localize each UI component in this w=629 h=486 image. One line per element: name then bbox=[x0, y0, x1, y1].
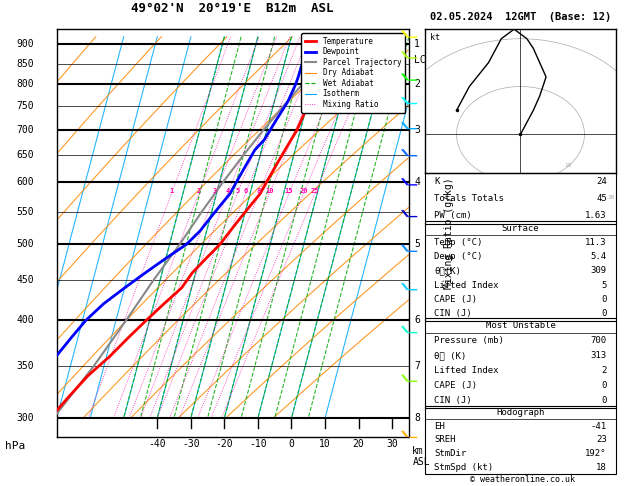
Text: 2: 2 bbox=[414, 79, 420, 89]
Text: 450: 450 bbox=[16, 275, 34, 285]
Text: 5.4: 5.4 bbox=[591, 252, 607, 261]
Text: 850: 850 bbox=[16, 59, 34, 69]
Text: 0: 0 bbox=[601, 381, 607, 390]
Text: 02.05.2024  12GMT  (Base: 12): 02.05.2024 12GMT (Base: 12) bbox=[430, 12, 611, 22]
Text: CIN (J): CIN (J) bbox=[434, 396, 472, 405]
Text: CIN (J): CIN (J) bbox=[434, 309, 472, 318]
Text: 3: 3 bbox=[213, 188, 218, 194]
Text: kt: kt bbox=[430, 34, 440, 42]
Text: -10: -10 bbox=[249, 439, 267, 450]
Text: 800: 800 bbox=[16, 79, 34, 89]
Text: 0: 0 bbox=[289, 439, 294, 450]
Text: Lifted Index: Lifted Index bbox=[434, 281, 499, 290]
Text: hPa: hPa bbox=[4, 441, 25, 451]
Text: 0: 0 bbox=[601, 396, 607, 405]
Text: 30: 30 bbox=[386, 439, 398, 450]
Text: 49°02'N  20°19'E  B12m  ASL: 49°02'N 20°19'E B12m ASL bbox=[131, 2, 334, 15]
Text: 5: 5 bbox=[235, 188, 240, 194]
Text: km
ASL: km ASL bbox=[413, 446, 430, 467]
Text: 1: 1 bbox=[169, 188, 174, 194]
Text: LCL: LCL bbox=[414, 55, 431, 65]
Text: 650: 650 bbox=[16, 150, 34, 160]
Text: 5: 5 bbox=[414, 240, 420, 249]
Text: 10: 10 bbox=[265, 188, 274, 194]
Text: 11.3: 11.3 bbox=[586, 238, 607, 247]
Text: 0: 0 bbox=[601, 309, 607, 318]
Text: 500: 500 bbox=[16, 240, 34, 249]
Text: 20: 20 bbox=[353, 439, 364, 450]
Text: 1: 1 bbox=[414, 39, 420, 49]
Text: 2: 2 bbox=[601, 366, 607, 375]
Text: 15: 15 bbox=[285, 188, 293, 194]
Text: Dewp (°C): Dewp (°C) bbox=[434, 252, 482, 261]
Text: 20: 20 bbox=[299, 188, 308, 194]
Text: 4: 4 bbox=[414, 177, 420, 187]
Text: Surface: Surface bbox=[502, 224, 539, 233]
Text: 313: 313 bbox=[591, 351, 607, 360]
Text: -30: -30 bbox=[182, 439, 199, 450]
Text: 350: 350 bbox=[16, 361, 34, 371]
Text: Mixing Ratio (g/kg): Mixing Ratio (g/kg) bbox=[444, 177, 454, 289]
Text: -20: -20 bbox=[216, 439, 233, 450]
Text: 0: 0 bbox=[601, 295, 607, 304]
Text: 5: 5 bbox=[601, 281, 607, 290]
Legend: Temperature, Dewpoint, Parcel Trajectory, Dry Adiabat, Wet Adiabat, Isotherm, Mi: Temperature, Dewpoint, Parcel Trajectory… bbox=[301, 33, 405, 113]
Text: Totals Totals: Totals Totals bbox=[434, 193, 504, 203]
Text: © weatheronline.co.uk: © weatheronline.co.uk bbox=[470, 474, 574, 484]
Text: Lifted Index: Lifted Index bbox=[434, 366, 499, 375]
Text: 3: 3 bbox=[414, 125, 420, 135]
Text: 10: 10 bbox=[564, 163, 572, 168]
Text: θᴄ(K): θᴄ(K) bbox=[434, 266, 461, 276]
Text: 10: 10 bbox=[319, 439, 331, 450]
Text: 300: 300 bbox=[16, 413, 34, 423]
Text: Temp (°C): Temp (°C) bbox=[434, 238, 482, 247]
Text: CAPE (J): CAPE (J) bbox=[434, 295, 477, 304]
Text: 1.63: 1.63 bbox=[586, 210, 607, 220]
Text: 6: 6 bbox=[243, 188, 248, 194]
Text: 750: 750 bbox=[16, 102, 34, 111]
Text: 2: 2 bbox=[196, 188, 201, 194]
Text: 900: 900 bbox=[16, 39, 34, 49]
Text: 7: 7 bbox=[414, 361, 420, 371]
Text: 18: 18 bbox=[596, 463, 607, 471]
Text: 23: 23 bbox=[596, 435, 607, 444]
Text: StmDir: StmDir bbox=[434, 449, 467, 458]
Text: Hodograph: Hodograph bbox=[496, 408, 545, 417]
Text: 400: 400 bbox=[16, 315, 34, 325]
Text: 6: 6 bbox=[414, 315, 420, 325]
Text: 45: 45 bbox=[596, 193, 607, 203]
Text: Most Unstable: Most Unstable bbox=[486, 321, 555, 330]
Text: 25: 25 bbox=[311, 188, 319, 194]
Text: CAPE (J): CAPE (J) bbox=[434, 381, 477, 390]
Text: PW (cm): PW (cm) bbox=[434, 210, 472, 220]
Text: -40: -40 bbox=[148, 439, 166, 450]
Text: 192°: 192° bbox=[586, 449, 607, 458]
Text: 8: 8 bbox=[257, 188, 261, 194]
Text: 309: 309 bbox=[591, 266, 607, 276]
Text: 20: 20 bbox=[608, 195, 615, 200]
Text: 8: 8 bbox=[414, 413, 420, 423]
Text: SREH: SREH bbox=[434, 435, 455, 444]
Text: EH: EH bbox=[434, 422, 445, 431]
Text: K: K bbox=[434, 176, 440, 186]
Text: -41: -41 bbox=[591, 422, 607, 431]
Text: Pressure (mb): Pressure (mb) bbox=[434, 336, 504, 346]
Text: 550: 550 bbox=[16, 207, 34, 217]
Text: 700: 700 bbox=[591, 336, 607, 346]
Text: 24: 24 bbox=[596, 176, 607, 186]
Text: 700: 700 bbox=[16, 125, 34, 135]
Text: θᴄ (K): θᴄ (K) bbox=[434, 351, 467, 360]
Text: 600: 600 bbox=[16, 177, 34, 187]
Text: StmSpd (kt): StmSpd (kt) bbox=[434, 463, 493, 471]
Text: 4: 4 bbox=[225, 188, 230, 194]
